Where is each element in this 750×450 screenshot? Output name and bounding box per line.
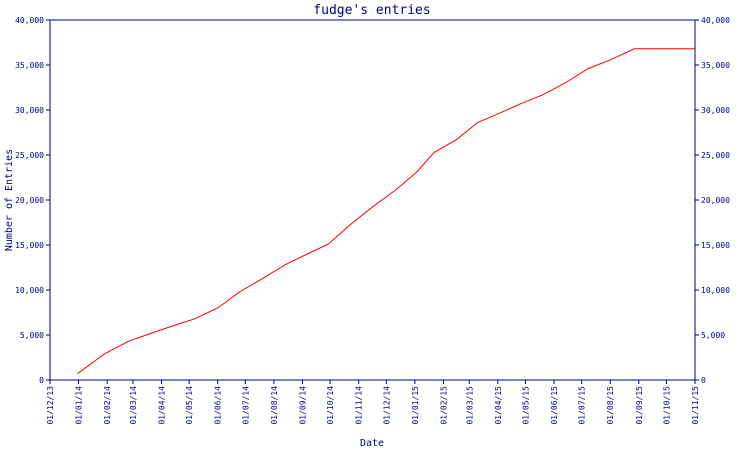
- x-tick-label: 01/04/14: [157, 386, 166, 425]
- y-tick-label-left: 40,000: [15, 16, 44, 25]
- x-tick-label: 01/06/14: [214, 386, 223, 425]
- x-tick-label: 01/07/15: [578, 386, 587, 425]
- x-tick-label: 01/08/14: [270, 386, 279, 425]
- y-tick-label-left: 15,000: [15, 241, 44, 250]
- chart-title: fudge's entries: [313, 3, 430, 18]
- x-tick-label: 01/02/15: [439, 386, 448, 425]
- x-tick-label: 01/04/15: [494, 386, 503, 425]
- y-tick-label-left: 35,000: [15, 61, 44, 70]
- x-tick-label: 01/09/14: [298, 386, 307, 425]
- x-tick-label: 01/01/15: [411, 386, 420, 425]
- y-tick-label-left: 30,000: [15, 106, 44, 115]
- y-tick-label-right: 0: [701, 376, 706, 385]
- y-tick-label-right: 40,000: [701, 16, 730, 25]
- y-tick-label-left: 5,000: [20, 331, 44, 340]
- x-tick-label: 01/11/14: [355, 386, 364, 425]
- x-tick-label: 01/07/14: [241, 386, 250, 425]
- plot-area-frame: [49, 19, 696, 381]
- y-tick-label-left: 20,000: [15, 196, 44, 205]
- x-tick-label: 01/08/15: [606, 386, 615, 425]
- y-tick-label-left: 0: [39, 376, 44, 385]
- x-tick-label: 01/09/15: [635, 386, 644, 425]
- y-tick-label-right: 5,000: [701, 331, 725, 340]
- x-tick-label: 01/10/15: [662, 386, 671, 425]
- y-axis-right: 0 5,000 10,000 15,000 20,000 25,000 30,000 35,0…: [695, 16, 730, 385]
- x-tick-label: 01/03/15: [465, 386, 474, 425]
- x-axis: 01/12/13 01/01/14 01/02/14 01/03/14 01/04/14…: [46, 380, 700, 425]
- x-tick-label: 01/01/14: [75, 386, 84, 425]
- y-tick-label-right: 35,000: [701, 61, 730, 70]
- x-tick-label: 01/05/15: [521, 386, 530, 425]
- x-tick-label: 01/10/14: [326, 386, 335, 425]
- y-tick-label-right: 15,000: [701, 241, 730, 250]
- y-tick-label-right: 20,000: [701, 196, 730, 205]
- series-layer: [77, 48, 695, 375]
- x-tick-label: 01/12/14: [382, 386, 391, 425]
- x-tick-label: 01/03/14: [129, 386, 138, 425]
- x-tick-label: 01/05/14: [185, 386, 194, 425]
- y-tick-label-left: 25,000: [15, 151, 44, 160]
- y-tick-label-right: 30,000: [701, 106, 730, 115]
- x-tick-label: 01/06/15: [550, 386, 559, 425]
- x-tick-label: 01/02/14: [103, 386, 112, 425]
- y-tick-label-right: 10,000: [701, 286, 730, 295]
- y-tick-label-right: 25,000: [701, 151, 730, 160]
- series-line: [77, 48, 695, 375]
- x-tick-label: 01/12/13: [46, 386, 55, 425]
- x-tick-label: 01/11/15: [691, 386, 700, 425]
- x-axis-label: Date: [360, 438, 384, 449]
- y-axis-left: 0 5,000 10,000 15,000 20,000 25,000 30,000 35,0…: [15, 16, 50, 385]
- y-tick-label-left: 10,000: [15, 286, 44, 295]
- y-axis-label: Number of Entries: [4, 149, 15, 251]
